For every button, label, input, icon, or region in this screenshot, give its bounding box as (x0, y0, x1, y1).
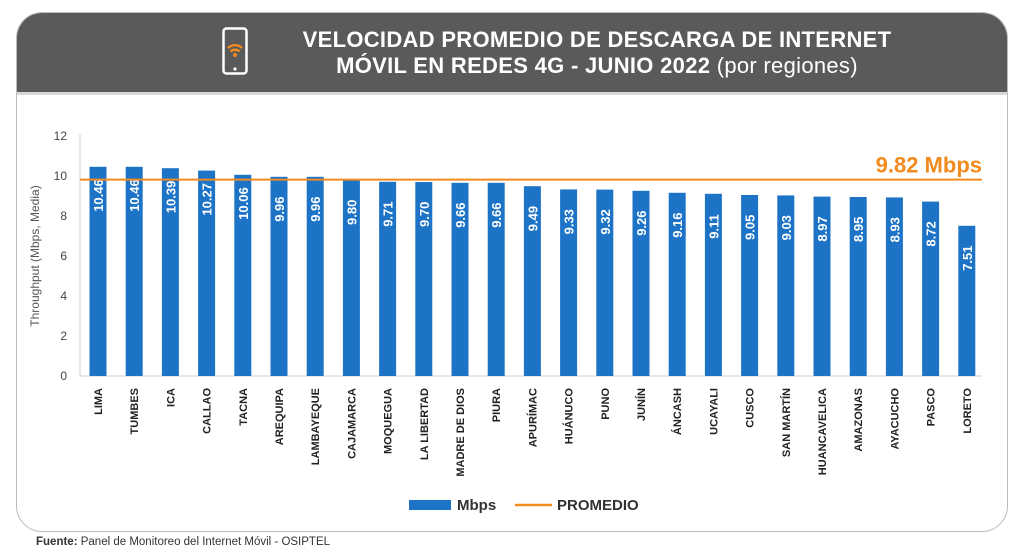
bar (958, 225, 976, 376)
bar (306, 176, 324, 376)
bar (596, 189, 614, 376)
title-line-2: MÓVIL EN REDES 4G - JUNIO 2022 (por regi… (277, 53, 917, 79)
phone-wifi-icon (222, 27, 248, 75)
source-note: Fuente: Panel de Monitoreo del Internet … (36, 536, 330, 548)
legend-bar-label: Mbps (457, 497, 496, 514)
bar-value-label: 10.46 (91, 179, 106, 212)
x-tick-label: LA LIBERTAD (419, 388, 431, 460)
x-tick-label: TUMBES (129, 388, 141, 434)
y-tick-label: 6 (60, 249, 67, 263)
bar (777, 195, 795, 376)
x-tick-label: SAN MARTÍN (780, 388, 793, 457)
x-tick-label: LIMA (93, 388, 105, 415)
x-tick-label: AREQUIPA (274, 388, 286, 445)
x-tick-label: PIURA (491, 388, 503, 422)
x-tick-label: CAJAMARCA (346, 388, 358, 459)
x-tick-label: CUSCO (745, 388, 757, 428)
bar (270, 176, 288, 376)
bar (198, 170, 216, 376)
x-tick-label: TACNA (238, 388, 250, 426)
bar (415, 182, 433, 376)
y-tick-label: 10 (54, 169, 68, 183)
x-tick-label: ÁNCASH (671, 388, 684, 435)
bar-value-label: 10.27 (200, 183, 215, 216)
bar-value-label: 7.51 (960, 245, 975, 270)
bar-value-label: 8.95 (851, 217, 866, 242)
bar (451, 182, 469, 376)
bar (813, 196, 831, 376)
bar-value-label: 9.11 (706, 214, 721, 239)
bar (632, 190, 650, 376)
bar (849, 197, 867, 376)
bar-value-label: 9.80 (344, 200, 359, 225)
bar-value-label: 9.05 (743, 215, 758, 240)
bar-value-label: 9.49 (525, 206, 540, 231)
source-label: Fuente: (36, 536, 78, 548)
y-tick-label: 12 (54, 129, 68, 143)
bar (922, 201, 940, 376)
bar-value-label: 8.97 (815, 216, 830, 241)
legend-bar-swatch (409, 500, 451, 510)
bar-value-label: 9.70 (417, 202, 432, 227)
y-tick-label: 0 (60, 369, 67, 383)
bar (885, 197, 903, 376)
x-tick-label: ICA (165, 388, 177, 407)
bar (704, 193, 722, 376)
y-tick-label: 2 (60, 329, 67, 343)
bar (342, 180, 360, 376)
bar-value-label: 9.16 (670, 212, 685, 237)
x-tick-label: PUNO (600, 388, 612, 420)
bar (487, 182, 505, 376)
x-tick-label: LAMBAYEQUE (310, 388, 322, 465)
x-tick-label: JUNÍN (635, 388, 648, 421)
x-tick-label: APURÍMAC (526, 388, 539, 447)
x-tick-label: HUÁNUCO (563, 388, 576, 445)
y-axis-label: Throughput (Mbps, Media) (28, 185, 42, 326)
bar (125, 166, 143, 376)
bar-value-label: 10.39 (163, 181, 178, 214)
title-line-2-main: MÓVIL EN REDES 4G - JUNIO 2022 (336, 53, 711, 78)
x-tick-label: UCAYALI (708, 388, 720, 435)
bar-value-label: 10.06 (236, 187, 251, 220)
bar-value-label: 9.66 (489, 202, 504, 227)
legend-line-label: PROMEDIO (557, 497, 639, 514)
bar-value-label: 9.33 (562, 209, 577, 234)
bar-value-label: 9.96 (308, 196, 323, 221)
bar-value-label: 9.96 (272, 196, 287, 221)
average-label: 9.82 Mbps (876, 153, 982, 178)
bar-value-label: 8.93 (887, 217, 902, 242)
chart-header: VELOCIDAD PROMEDIO DE DESCARGA DE INTERN… (17, 13, 1007, 95)
x-tick-label: MADRE DE DIOS (455, 388, 467, 477)
x-tick-label: LORETO (962, 388, 974, 434)
bar (89, 166, 107, 376)
bar (741, 195, 759, 376)
x-tick-label: HUANCAVELICA (817, 388, 829, 475)
x-tick-label: AMAZONAS (853, 388, 865, 452)
bar (161, 168, 179, 376)
x-tick-label: CALLAO (202, 388, 214, 434)
bar (379, 181, 397, 376)
bar (668, 192, 686, 376)
bar-value-label: 9.66 (453, 202, 468, 227)
bar (234, 174, 252, 376)
source-text: Panel de Monitoreo del Internet Móvil - … (77, 536, 331, 548)
bar-value-label: 10.46 (127, 179, 142, 212)
bar-value-label: 9.26 (634, 210, 649, 235)
bar (523, 186, 541, 376)
chart-card: VELOCIDAD PROMEDIO DE DESCARGA DE INTERN… (16, 12, 1008, 532)
y-tick-label: 8 (60, 209, 67, 223)
bar-value-label: 9.03 (779, 215, 794, 240)
x-tick-label: AYACUCHO (889, 388, 901, 450)
title-line-1: VELOCIDAD PROMEDIO DE DESCARGA DE INTERN… (302, 27, 892, 52)
x-tick-label: PASCO (926, 388, 938, 427)
bar-value-label: 9.71 (381, 201, 396, 226)
x-tick-label: MOQUEGUA (383, 388, 395, 454)
bar-value-label: 9.32 (598, 209, 613, 234)
y-tick-label: 4 (60, 289, 67, 303)
chart-title: VELOCIDAD PROMEDIO DE DESCARGA DE INTERN… (277, 27, 917, 79)
bar (560, 189, 578, 376)
title-suffix: (por regiones) (710, 53, 858, 78)
bar-value-label: 8.72 (924, 221, 939, 246)
